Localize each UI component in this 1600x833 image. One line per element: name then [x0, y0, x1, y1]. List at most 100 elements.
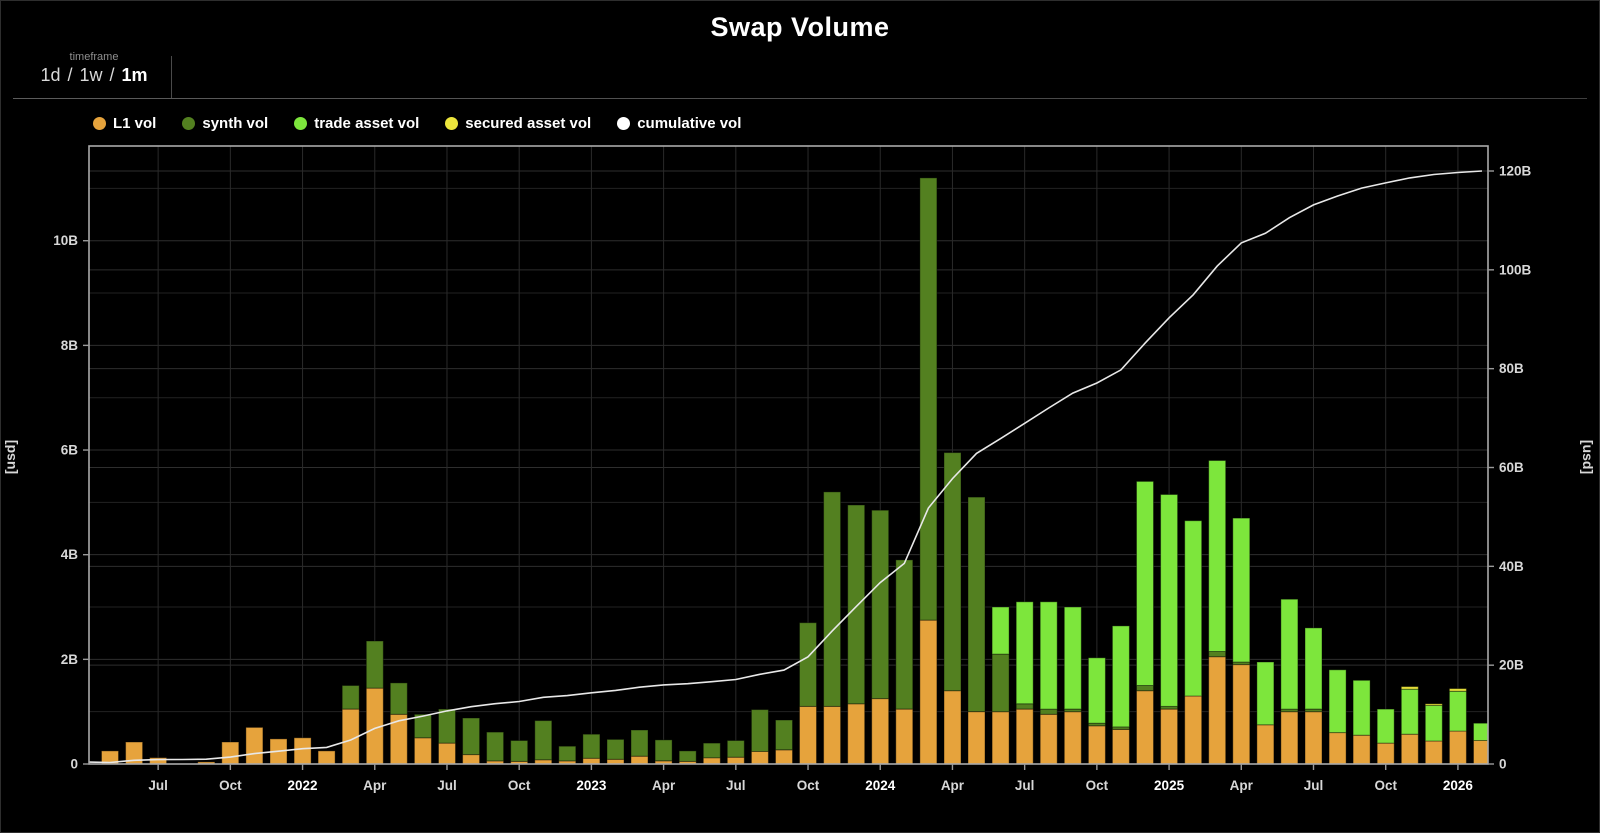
bar-segment-l1-2025-06[interactable]	[1280, 711, 1299, 764]
bar-segment-synth-2024-05[interactable]	[967, 496, 986, 713]
bar-segment-l1-2022-01[interactable]	[293, 737, 312, 764]
bar-segment-trade-2025-07[interactable]	[1304, 627, 1323, 710]
bar-segment-l1-2024-11[interactable]	[1111, 729, 1130, 765]
bar-segment-l1-2024-12[interactable]	[1136, 690, 1154, 764]
bar-segment-trade-2025-01[interactable]	[1160, 494, 1179, 707]
bar-segment-synth-2023-11[interactable]	[823, 491, 842, 707]
bar-segment-synth-2022-12[interactable]	[558, 745, 577, 762]
bar-segment-synth-2025-03[interactable]	[1208, 651, 1227, 658]
bar-segment-synth-2023-01[interactable]	[582, 733, 601, 759]
bar-segment-synth-2025-07[interactable]	[1304, 708, 1323, 713]
bar-segment-trade-2025-08[interactable]	[1328, 669, 1347, 734]
bar-segment-trade-2024-07[interactable]	[1015, 601, 1034, 705]
bar-segment-trade-2025-03[interactable]	[1208, 460, 1227, 652]
bar-segment-trade-2025-04[interactable]	[1232, 517, 1251, 663]
bar-segment-trade-2024-10[interactable]	[1087, 657, 1106, 724]
bar-segment-l1-2023-04[interactable]	[654, 760, 673, 764]
bar-segment-l1-2024-08[interactable]	[1039, 713, 1058, 764]
bar-segment-l1-2023-06[interactable]	[702, 757, 721, 764]
bar-segment-synth-2024-04[interactable]	[943, 452, 962, 692]
bar-segment-secured-2025-12[interactable]	[1424, 703, 1443, 706]
bar-segment-trade-2025-11[interactable]	[1400, 688, 1419, 735]
bar-segment-l1-2023-12[interactable]	[847, 703, 866, 764]
bar-segment-l1-2023-01[interactable]	[582, 757, 601, 764]
bar-segment-l1-2025-03[interactable]	[1208, 656, 1227, 764]
bar-segment-l1-2024-09[interactable]	[1063, 711, 1082, 764]
timeframe-option-1w[interactable]: 1w	[79, 65, 103, 85]
bar-segment-synth-2024-06[interactable]	[991, 653, 1010, 713]
timeframe-option-1d[interactable]: 1d	[40, 65, 61, 85]
bar-segment-l1-2022-07[interactable]	[438, 742, 456, 764]
bar-segment-l1-2023-11[interactable]	[823, 705, 842, 764]
bar-segment-synth-2024-07[interactable]	[1015, 703, 1034, 710]
bar-segment-trade-2024-08[interactable]	[1039, 601, 1058, 710]
bar-segment-l1-2021-05[interactable]	[101, 750, 119, 764]
bar-segment-trade-2025-02[interactable]	[1184, 520, 1203, 697]
bar-segment-synth-2023-08[interactable]	[750, 709, 769, 752]
bar-segment-synth-2024-12[interactable]	[1136, 685, 1154, 692]
bar-segment-l1-2025-08[interactable]	[1328, 732, 1347, 764]
bar-segment-l1-2021-09[interactable]	[197, 761, 216, 764]
bar-segment-synth-2023-05[interactable]	[678, 750, 697, 762]
bar-segment-synth-2023-03[interactable]	[630, 729, 649, 757]
bar-segment-l1-2022-02[interactable]	[317, 750, 336, 764]
bar-segment-l1-2025-11[interactable]	[1400, 733, 1419, 764]
bar-segment-l1-2021-11[interactable]	[245, 726, 264, 764]
bar-segment-l1-2021-10[interactable]	[221, 741, 240, 764]
bar-segment-synth-2023-12[interactable]	[847, 504, 866, 705]
bar-segment-trade-2026-01[interactable]	[1448, 690, 1467, 732]
bar-segment-l1-2023-09[interactable]	[775, 749, 793, 764]
bar-segment-l1-2022-09[interactable]	[486, 760, 505, 764]
bar-segment-l1-2023-03[interactable]	[630, 755, 649, 764]
bar-segment-trade-2024-06[interactable]	[991, 606, 1010, 655]
bar-segment-l1-2025-07[interactable]	[1304, 711, 1323, 764]
bar-segment-l1-2022-08[interactable]	[462, 754, 481, 764]
bar-segment-l1-2021-07[interactable]	[149, 757, 168, 764]
bar-segment-l1-2025-09[interactable]	[1352, 734, 1371, 764]
bar-segment-trade-2024-11[interactable]	[1111, 625, 1130, 728]
bar-segment-synth-2024-01[interactable]	[871, 509, 890, 700]
bar-segment-l1-2025-10[interactable]	[1376, 742, 1395, 764]
bar-segment-synth-2022-11[interactable]	[534, 720, 553, 761]
bar-segment-secured-2025-11[interactable]	[1400, 686, 1419, 690]
bar-segment-synth-2024-08[interactable]	[1039, 708, 1058, 715]
bar-segment-synth-2022-05[interactable]	[389, 682, 408, 715]
bar-segment-trade-2025-10[interactable]	[1376, 708, 1395, 744]
bar-segment-secured-2026-01[interactable]	[1448, 688, 1467, 692]
legend-item-synth[interactable]: synth vol	[182, 115, 268, 132]
bar-segment-l1-2024-02[interactable]	[895, 708, 914, 764]
bar-segment-l1-2025-04[interactable]	[1232, 664, 1251, 764]
bar-segment-l1-2022-06[interactable]	[413, 737, 432, 764]
bar-segment-synth-2023-06[interactable]	[702, 742, 721, 759]
bar-segment-synth-2024-09[interactable]	[1063, 708, 1082, 713]
legend-item-secured[interactable]: secured asset vol	[445, 115, 591, 132]
bar-segment-l1-2024-07[interactable]	[1015, 708, 1034, 764]
legend-item-l1[interactable]: L1 vol	[93, 115, 156, 132]
bar-segment-synth-2022-04[interactable]	[365, 640, 384, 689]
bar-segment-synth-2023-07[interactable]	[726, 740, 745, 758]
bar-segment-synth-2022-08[interactable]	[462, 717, 481, 756]
bar-segment-synth-2022-07[interactable]	[438, 708, 456, 744]
bar-segment-l1-2024-05[interactable]	[967, 711, 986, 764]
bar-segment-l1-2025-02[interactable]	[1184, 695, 1203, 764]
bar-segment-l1-2024-10[interactable]	[1087, 725, 1106, 764]
bar-segment-l1-2023-10[interactable]	[799, 705, 817, 764]
bar-segment-synth-2022-03[interactable]	[341, 685, 360, 710]
bar-segment-synth-2024-03[interactable]	[919, 177, 938, 621]
bar-segment-l1-2024-01[interactable]	[871, 698, 890, 764]
bar-segment-l1-2026-01[interactable]	[1448, 730, 1467, 764]
bar-segment-synth-2022-06[interactable]	[413, 713, 432, 739]
bar-segment-trade-2025-09[interactable]	[1352, 679, 1371, 736]
bar-segment-l1-2024-03[interactable]	[919, 619, 938, 764]
bar-segment-synth-2022-09[interactable]	[486, 731, 505, 762]
bar-segment-l1-2023-07[interactable]	[726, 756, 745, 764]
bar-segment-trade-2025-12[interactable]	[1424, 704, 1443, 742]
bar-segment-l1-2024-04[interactable]	[943, 690, 962, 764]
bar-segment-l1-2022-05[interactable]	[389, 713, 408, 764]
bar-segment-synth-2023-02[interactable]	[606, 738, 625, 760]
bar-segment-trade-2025-05[interactable]	[1256, 661, 1275, 726]
bar-segment-synth-2023-04[interactable]	[654, 739, 673, 762]
cumulative-line[interactable]	[89, 170, 1483, 764]
bar-segment-synth-2022-10[interactable]	[510, 740, 529, 762]
bar-segment-trade-2024-09[interactable]	[1063, 606, 1082, 710]
